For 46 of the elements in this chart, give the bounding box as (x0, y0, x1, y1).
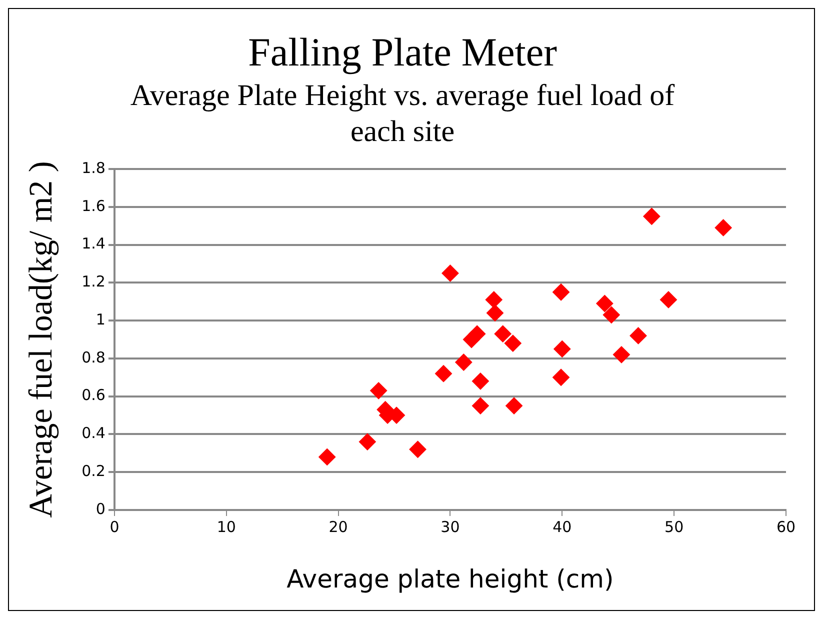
point (468, 325, 486, 342)
x-tick-label: 50 (664, 518, 684, 536)
x-tick-label: 0 (110, 518, 120, 536)
point (596, 295, 614, 312)
point (660, 291, 677, 308)
x-axis-title: Average plate height (cm) (286, 564, 614, 594)
point (318, 448, 336, 466)
y-tick-label: 0.4 (82, 424, 106, 442)
point (442, 264, 459, 282)
point (494, 325, 512, 342)
point (435, 365, 452, 382)
chart-title: Falling Plate Meter (248, 30, 557, 74)
x-tick-label: 40 (552, 518, 572, 536)
point (506, 397, 523, 414)
y-tick-label: 1.2 (82, 272, 106, 291)
y-tick-label: 1 (96, 310, 106, 328)
y-tick-label: 1.6 (82, 196, 106, 215)
point (602, 306, 620, 324)
point (552, 284, 570, 301)
point (552, 368, 570, 386)
point (358, 433, 376, 450)
point (370, 382, 388, 400)
point (714, 219, 732, 236)
y-tick-label: 0.2 (82, 462, 106, 480)
point (554, 340, 571, 358)
x-tick-label: 10 (216, 518, 236, 536)
point (486, 304, 504, 322)
point (472, 372, 489, 390)
y-tick-label: 1.4 (82, 234, 106, 253)
y-tick-label: 1.8 (82, 158, 106, 177)
y-tick-label: 0.6 (82, 386, 106, 404)
point (485, 291, 502, 308)
point (630, 327, 647, 344)
point (472, 397, 489, 414)
point (409, 440, 426, 458)
chart-subtitle: Average Plate Height vs. average fuel load of each site (130, 78, 675, 148)
x-tick-label: 20 (328, 518, 348, 536)
point (643, 208, 660, 225)
point (455, 354, 472, 371)
point (612, 346, 630, 364)
x-tick-label: 30 (440, 518, 460, 536)
point (504, 334, 522, 352)
y-axis-title: Average fuel load(kg/ m2 ) (23, 161, 60, 518)
y-tick-label: 0.8 (82, 348, 106, 366)
x-tick-label: 60 (776, 518, 796, 536)
y-tick-label: 0 (96, 500, 106, 518)
